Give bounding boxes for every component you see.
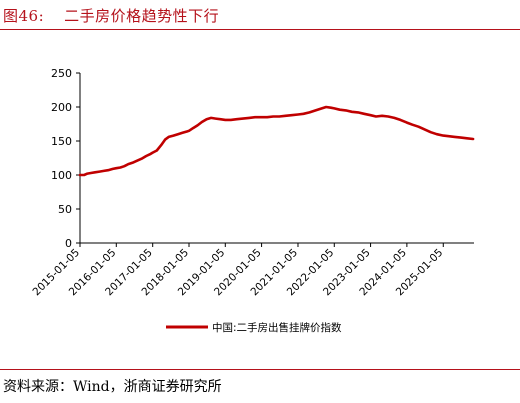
y-tick-label: 100	[51, 169, 72, 182]
y-tick-label: 250	[51, 67, 72, 80]
bottom-divider	[0, 369, 520, 370]
figure-number: 图46:	[3, 7, 45, 25]
y-tick-label: 0	[65, 237, 72, 250]
y-tick-label: 150	[51, 135, 72, 148]
figure-title: 图46: 二手房价格趋势性下行	[3, 5, 219, 26]
figure-title-text: 二手房价格趋势性下行	[64, 7, 220, 25]
source-note: 资料来源：Wind，浙商证券研究所	[3, 379, 222, 395]
top-divider	[0, 29, 520, 30]
series-line	[78, 105, 475, 177]
y-tick-label: 200	[51, 101, 72, 114]
y-tick-label: 50	[58, 203, 72, 216]
legend-label: 中国:二手房出售挂牌价指数	[212, 321, 342, 334]
